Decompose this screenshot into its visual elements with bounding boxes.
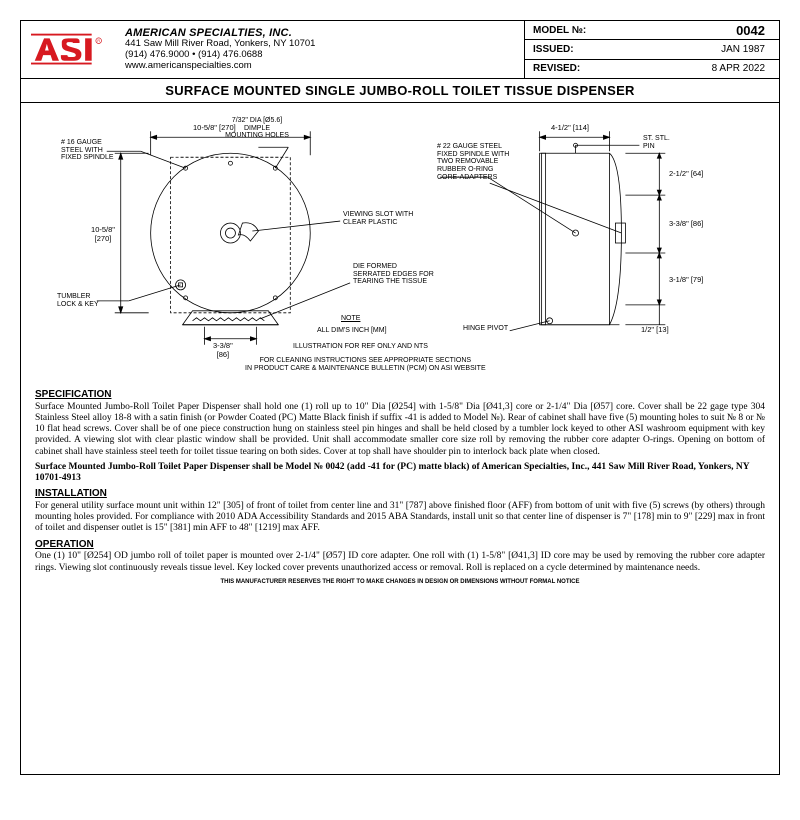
spec-sheet: R AMERICAN SPECIALTIES, INC. 441 Saw Mil… xyxy=(20,20,780,775)
company-block: AMERICAN SPECIALTIES, INC. 441 Saw Mill … xyxy=(125,27,315,72)
model-label: MODEL №: xyxy=(533,25,649,36)
header-left: R AMERICAN SPECIALTIES, INC. 441 Saw Mil… xyxy=(21,21,524,78)
spec-body: Surface Mounted Jumbo-Roll Toilet Paper … xyxy=(35,402,765,458)
title-bar: SURFACE MOUNTED SINGLE JUMBO-ROLL TOILET… xyxy=(21,79,779,103)
callout-spindle: # 22 GAUGE STEEL FIXED SPINDLE WITH TWO … xyxy=(437,143,537,181)
dim-side-1: 2-1/2" [64] xyxy=(669,169,703,178)
dim-front-height: 10-5/8" [270] xyxy=(83,225,123,243)
callout-hinge: HINGE PIVOT xyxy=(463,325,508,333)
header: R AMERICAN SPECIALTIES, INC. 441 Saw Mil… xyxy=(21,21,779,79)
install-head: INSTALLATION xyxy=(35,488,765,500)
issued-label: ISSUED: xyxy=(533,44,649,55)
callout-viewslot: VIEWING SLOT WITH CLEAR PLASTIC xyxy=(343,211,433,226)
install-body: For general utility surface mount unit w… xyxy=(35,501,765,535)
company-web: www.americanspecialties.com xyxy=(125,61,315,72)
callout-pin: ST. STL. PIN xyxy=(643,135,683,150)
dim-side-3: 3-1/8" [79] xyxy=(669,275,703,284)
spec-model: Surface Mounted Jumbo-Roll Toilet Paper … xyxy=(35,462,765,484)
issued-value: JAN 1987 xyxy=(649,44,771,55)
revised-label: REVISED: xyxy=(533,63,649,74)
footer-note: THIS MANUFACTURER RESERVES THE RIGHT TO … xyxy=(21,578,779,586)
body-text: SPECIFICATION Surface Mounted Jumbo-Roll… xyxy=(21,383,779,578)
callout-gauge16: # 16 GAUGE STEEL WITH FIXED SPINDLE xyxy=(61,139,121,162)
model-row: MODEL №: 0042 xyxy=(525,21,779,40)
note2: ILLUSTRATION FOR REF ONLY AND NTS xyxy=(293,343,428,351)
drawing-area: 10-5/8" [270] 10-5/8" [270] 3-3/8" [86] … xyxy=(21,103,779,383)
issued-row: ISSUED: JAN 1987 xyxy=(525,40,779,59)
callout-lock: TUMBLER LOCK & KEY xyxy=(57,293,107,308)
spec-head: SPECIFICATION xyxy=(35,389,765,401)
note-head: NOTE xyxy=(341,315,360,323)
model-value: 0042 xyxy=(649,23,771,38)
note3: FOR CLEANING INSTRUCTIONS SEE APPROPRIAT… xyxy=(245,357,486,372)
dim-side-width: 4-1/2" [114] xyxy=(551,123,589,132)
header-right: MODEL №: 0042 ISSUED: JAN 1987 REVISED: … xyxy=(524,21,779,78)
note1: ALL DIM'S INCH [MM] xyxy=(317,327,387,335)
op-body: One (1) 10" [Ø254] OD jumbo roll of toil… xyxy=(35,551,765,573)
svg-text:R: R xyxy=(97,39,100,43)
dim-side-4: 1/2" [13] xyxy=(641,325,669,334)
callout-serrated: DIE FORMED SERRATED EDGES FOR TEARING TH… xyxy=(353,263,453,286)
dim-front-base: 3-3/8" [86] xyxy=(213,341,233,359)
revised-row: REVISED: 8 APR 2022 xyxy=(525,60,779,78)
op-head: OPERATION xyxy=(35,539,765,551)
callout-dimple: 7/32" DIA [Ø5.6] DIMPLE MOUNTING HOLES xyxy=(217,117,297,140)
dim-side-2: 3-3/8" [86] xyxy=(669,219,703,228)
asi-logo: R xyxy=(29,29,117,71)
revised-value: 8 APR 2022 xyxy=(649,63,771,74)
